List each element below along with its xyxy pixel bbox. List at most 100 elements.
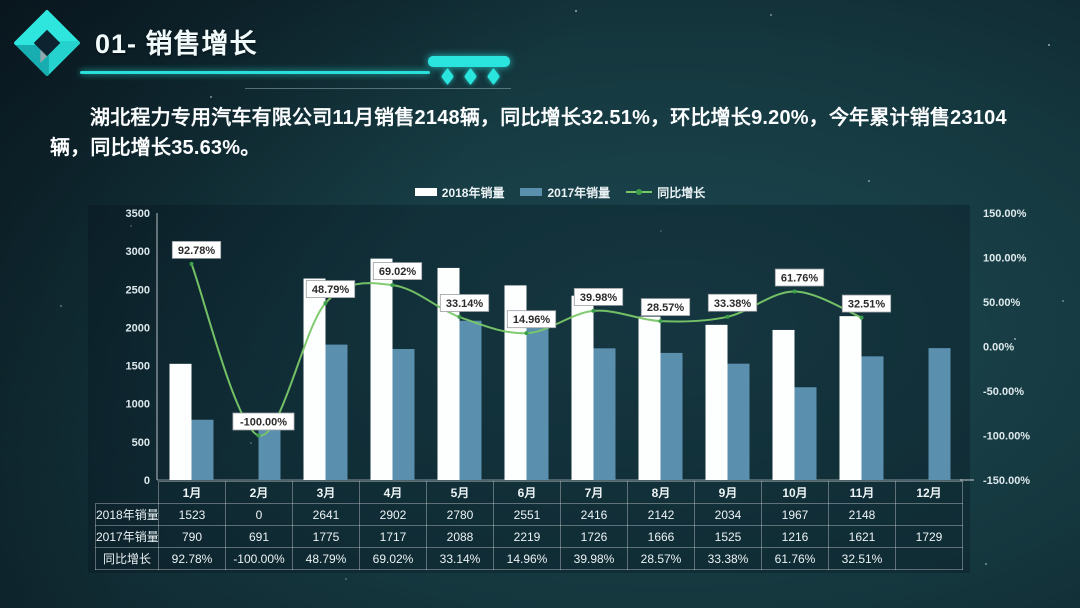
table-cell: 1525 (694, 525, 762, 548)
table-cell: 2902 (359, 503, 427, 526)
growth-data-label-box (640, 298, 691, 316)
left-axis-tick: 3000 (126, 246, 150, 258)
growth-data-label-box (439, 294, 490, 312)
right-axis-tick: -100.00% (983, 431, 1030, 443)
decorative-bar (428, 56, 510, 67)
legend-label-growth: 同比增长 (657, 185, 706, 200)
growth-row: 同比增长 92.78% -100.00% 48.79% 69.02% 33.14% 14.9… (95, 547, 963, 570)
legend-label-2018: 2018年销量 (441, 185, 505, 200)
bar-2017 (727, 363, 750, 480)
growth-data-label: 92.78% (178, 245, 216, 257)
growth-marker (390, 283, 395, 288)
table-cell: 61.76% (761, 547, 829, 570)
growth-data-label: 48.79% (312, 284, 350, 296)
table-cell: 1666 (627, 525, 695, 548)
bar-2018 (571, 295, 594, 480)
growth-data-label-box (841, 294, 892, 313)
bar-2017 (459, 320, 482, 480)
right-axis-tick: 0.00% (983, 342, 1014, 354)
month-header-cell: 2月 (225, 481, 293, 504)
bar-2018 (638, 316, 661, 480)
growth-data-label: 32.51% (848, 299, 886, 311)
growth-data-label: 39.98% (580, 292, 618, 304)
table-cell: 33.14% (426, 547, 494, 570)
growth-data-label: 33.14% (446, 298, 484, 310)
table-cell: 1717 (359, 525, 427, 548)
page-title: 01- 销售增长 (95, 29, 258, 59)
table-cell: 691 (225, 525, 293, 548)
month-header-cell: 1月 (158, 481, 226, 504)
table-row-label: 2017年销量 (95, 525, 159, 548)
growth-data-label: 14.96% (513, 314, 551, 326)
data-table: 1月 2月 3月 4月 5月 6月 7月 8月 9月 10月 11月 12月 2018年销量 1523 0 2… (95, 481, 963, 570)
month-header-cell: 6月 (493, 481, 561, 504)
legend-item-2018: 2018年销量 (414, 184, 505, 201)
growth-marker (792, 289, 797, 294)
growth-data-label: 28.57% (647, 302, 685, 314)
bar-2017 (325, 344, 348, 480)
month-header-cell: 5月 (426, 481, 494, 504)
table-cell (895, 503, 963, 526)
growth-data-label-box (372, 262, 423, 280)
table-cell: 28.57% (627, 547, 695, 570)
growth-data-label-box (232, 412, 295, 431)
table-cell: 69.02% (359, 547, 427, 570)
bar-2017 (191, 419, 214, 480)
month-header-cell: 8月 (627, 481, 695, 504)
table-cell (895, 547, 963, 570)
bar-2018 (303, 278, 326, 480)
sales-2017-row: 2017年销量 790 691 1775 1717 2088 2219 1726 1666 152… (95, 525, 963, 548)
bar-2017 (258, 427, 281, 480)
bar-2017 (928, 348, 951, 480)
bar-2018 (437, 267, 460, 480)
month-header-cell: 9月 (694, 481, 762, 504)
table-cell: 2088 (426, 525, 494, 548)
summary-text: 湖北程力专用汽车有限公司11月销售2148辆，同比增长32.51%，环比增长9.… (50, 107, 1007, 159)
diamond-icon (487, 67, 500, 86)
month-header-cell: 12月 (895, 481, 963, 504)
table-header-row: 1月 2月 3月 4月 5月 6月 7月 8月 9月 10月 11月 12月 (95, 481, 963, 504)
growth-marker (323, 301, 328, 306)
growth-data-label: 69.02% (379, 266, 417, 278)
month-header-cell: 10月 (761, 481, 829, 504)
right-axis-tick: 150.00% (983, 208, 1027, 220)
table-cell: 2780 (426, 503, 494, 526)
growth-data-label: -100.00% (240, 417, 287, 429)
table-cell: 1729 (895, 525, 963, 548)
bar-2018 (772, 329, 795, 480)
growth-marker (256, 433, 261, 438)
growth-data-label-box (774, 268, 825, 287)
growth-data-label-box (305, 280, 356, 298)
logo-icon (8, 4, 86, 82)
growth-data-label-box (506, 310, 557, 329)
table-cell: 1621 (828, 525, 896, 548)
growth-marker (524, 331, 529, 336)
bar-2017 (861, 356, 884, 480)
table-cell: 2034 (694, 503, 762, 526)
right-axis-tick: 50.00% (983, 297, 1021, 309)
growth-marker (189, 261, 194, 266)
table-cell: 790 (158, 525, 226, 548)
legend-item-2017: 2017年销量 (520, 184, 610, 201)
decorative-line (245, 88, 511, 89)
table-cell: -100.00% (225, 547, 293, 570)
month-header-cell: 7月 (560, 481, 628, 504)
growth-data-label-box (171, 241, 222, 259)
right-axis-tick: -150.00% (983, 475, 1030, 487)
table-cell: 1967 (761, 503, 829, 526)
bar-2018 (370, 258, 393, 480)
table-cell: 1775 (292, 525, 360, 548)
table-cell: 32.51% (828, 547, 896, 570)
title-underline (80, 71, 430, 74)
growth-marker (859, 315, 864, 320)
combo-chart: 3500 3000 2500 2000 1500 1000 500 0 150.00% 100.0… (126, 208, 1031, 487)
table-cell: 2641 (292, 503, 360, 526)
table-cell: 2551 (493, 503, 561, 526)
left-axis-tick: 500 (132, 437, 150, 449)
growth-marker (591, 308, 596, 313)
month-header-cell: 3月 (292, 481, 360, 504)
left-axis-tick: 1500 (126, 361, 150, 373)
growth-marker (457, 315, 462, 320)
bar-2017 (660, 352, 683, 480)
table-cell: 14.96% (493, 547, 561, 570)
